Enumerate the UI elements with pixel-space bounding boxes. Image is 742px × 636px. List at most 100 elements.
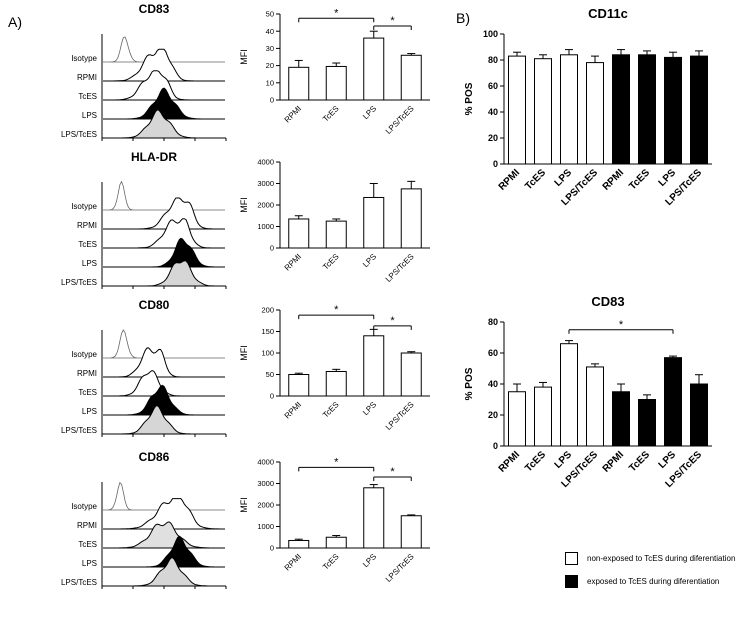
- bar-LPS/TcES: [400, 515, 422, 549]
- y-tick-label: 60: [488, 81, 498, 91]
- y-axis-label: MFI: [239, 497, 249, 513]
- trace-RPMI: [103, 347, 225, 378]
- bar-LPS/TcES: [586, 62, 604, 165]
- bar-LPS/TcES: [400, 188, 422, 249]
- legend: non-exposed to TcES during diferentiatio…: [565, 552, 735, 598]
- chart-title: CD11c: [588, 6, 628, 21]
- x-category-label: RPMI: [283, 400, 304, 421]
- bar-TcES: [638, 54, 656, 165]
- y-tick-label: 1000: [257, 522, 274, 531]
- bar-RPMI: [612, 391, 630, 447]
- trace-LPS/TcES: [103, 557, 225, 587]
- bar-LPS: [664, 56, 682, 165]
- bar-LPS/TcES: [400, 352, 422, 397]
- x-category-label: LPS: [361, 104, 378, 121]
- bar-LPS/TcES: [690, 383, 708, 447]
- histogram-row-label: Isotype: [71, 202, 97, 211]
- legend-swatch-white: [565, 552, 578, 565]
- mfi-chart-CD80: 0 50 100 150 200 MFI RPMI TcES LPS LPS/TcES * *: [234, 298, 440, 461]
- y-tick-label: 60: [488, 348, 498, 358]
- y-axis-label: MFI: [239, 49, 249, 65]
- significance-star: *: [619, 319, 624, 331]
- trace-Isotype: [103, 180, 225, 211]
- histogram-row-label: TcES: [78, 92, 97, 101]
- cd11c-bar-chart: CD11c 0 20 40 60 80 100% POS RPMI TcES LPS LPS/TcE…: [460, 4, 740, 239]
- x-category-label: RPMI: [497, 167, 523, 193]
- bar-RPMI: [288, 539, 310, 549]
- y-tick-label: 40: [488, 379, 498, 389]
- x-category-label: LPS: [361, 400, 378, 417]
- y-tick-label: 0: [493, 441, 498, 451]
- x-category-label: TcES: [627, 167, 652, 192]
- significance-star: *: [334, 7, 339, 19]
- legend-swatch-black: [565, 575, 578, 588]
- y-tick-label: 0: [493, 159, 498, 169]
- x-category-label: LPS/TcES: [384, 552, 416, 584]
- histogram-row-label: TcES: [78, 540, 97, 549]
- histogram-row-label: LPS/TcES: [61, 426, 97, 435]
- y-tick-label: 20: [266, 61, 274, 70]
- y-tick-label: 10: [266, 78, 274, 87]
- y-axis-label: MFI: [239, 197, 249, 213]
- panel-b-label: B): [456, 10, 470, 26]
- marker-block-CD86: CD86 Isotype RPMI TcES LPS LPS/TcES 0 1000 2000 3…: [28, 450, 440, 600]
- y-tick-label: 0: [270, 244, 274, 253]
- x-category-label: RPMI: [601, 449, 627, 475]
- hladr-mfi-svg: 0 1000 2000 3000 4000 MFI RPMI TcES LPS LPS/TcES: [239, 158, 430, 284]
- y-tick-label: 2000: [257, 501, 274, 510]
- cd86-mfi-svg: 0 1000 2000 3000 4000 MFI RPMI TcES LPS LPS/TcES *…: [239, 456, 430, 584]
- significance-star: *: [334, 456, 339, 468]
- bar-TcES: [325, 220, 347, 249]
- y-tick-label: 0: [270, 544, 274, 553]
- bar-LPS: [363, 37, 385, 101]
- bar-LPS/TcES: [400, 54, 422, 101]
- y-tick-label: 3000: [257, 179, 274, 188]
- histogram-CD86: Isotype RPMI TcES LPS LPS/TcES: [61, 481, 227, 589]
- y-tick-label: 80: [488, 55, 498, 65]
- x-category-label: LPS: [361, 252, 378, 269]
- y-tick-label: 50: [266, 10, 274, 19]
- trace-Isotype: [103, 329, 225, 359]
- histogram-row-label: Isotype: [71, 502, 97, 511]
- bar-RPMI: [508, 391, 526, 447]
- trace-LPS/TcES: [103, 404, 225, 435]
- histogram-row-label: Isotype: [71, 350, 97, 359]
- x-category-label: RPMI: [283, 252, 304, 273]
- trace-RPMI: [103, 498, 225, 530]
- bar-RPMI: [612, 54, 630, 165]
- bar-RPMI: [288, 374, 310, 397]
- bar-LPS: [363, 196, 385, 249]
- x-category-label: LPS: [553, 167, 575, 189]
- bar-TcES: [534, 386, 552, 447]
- y-tick-label: 20: [488, 133, 498, 143]
- bar-LPS: [560, 343, 578, 447]
- histogram-row-label: LPS: [82, 259, 97, 268]
- histogram-row-label: Isotype: [71, 54, 97, 63]
- y-tick-label: 40: [488, 107, 498, 117]
- cd83-mfi-svg: 0 10 20 30 40 50 MFI RPMI TcES LPS LPS/TcES * *: [239, 7, 430, 136]
- x-category-label: LPS: [657, 167, 679, 189]
- y-axis-label: % POS: [464, 82, 475, 115]
- histogram-row-label: LPS: [82, 559, 97, 568]
- histogram-row-label: TcES: [78, 240, 97, 249]
- x-category-label: RPMI: [497, 449, 523, 475]
- legend-item-non-exposed: non-exposed to TcES during diferentiatio…: [565, 552, 735, 565]
- trace-TcES: [103, 70, 225, 101]
- y-tick-label: 100: [261, 349, 274, 358]
- trace-RPMI: [103, 197, 225, 230]
- trace-TcES: [103, 218, 225, 249]
- histogram-row-label: TcES: [78, 388, 97, 397]
- significance-star: *: [390, 466, 395, 478]
- y-tick-label: 2000: [257, 201, 274, 210]
- y-tick-label: 80: [488, 317, 498, 327]
- x-category-label: TcES: [627, 449, 652, 474]
- bar-LPS/TcES: [586, 366, 604, 447]
- histogram-row-label: RPMI: [77, 521, 97, 530]
- legend-item-exposed: exposed to TcES during diferentiation: [565, 575, 735, 588]
- bar-LPS: [363, 487, 385, 549]
- histogram-CD83: Isotype RPMI TcES LPS LPS/TcES: [61, 34, 227, 141]
- cd83-pos-bar-chart: CD83 0 20 40 60 80% POS RPMI TcES LPS LPS/TcES RPM…: [460, 292, 740, 521]
- y-tick-label: 50: [266, 370, 274, 379]
- trace-LPS: [103, 535, 225, 568]
